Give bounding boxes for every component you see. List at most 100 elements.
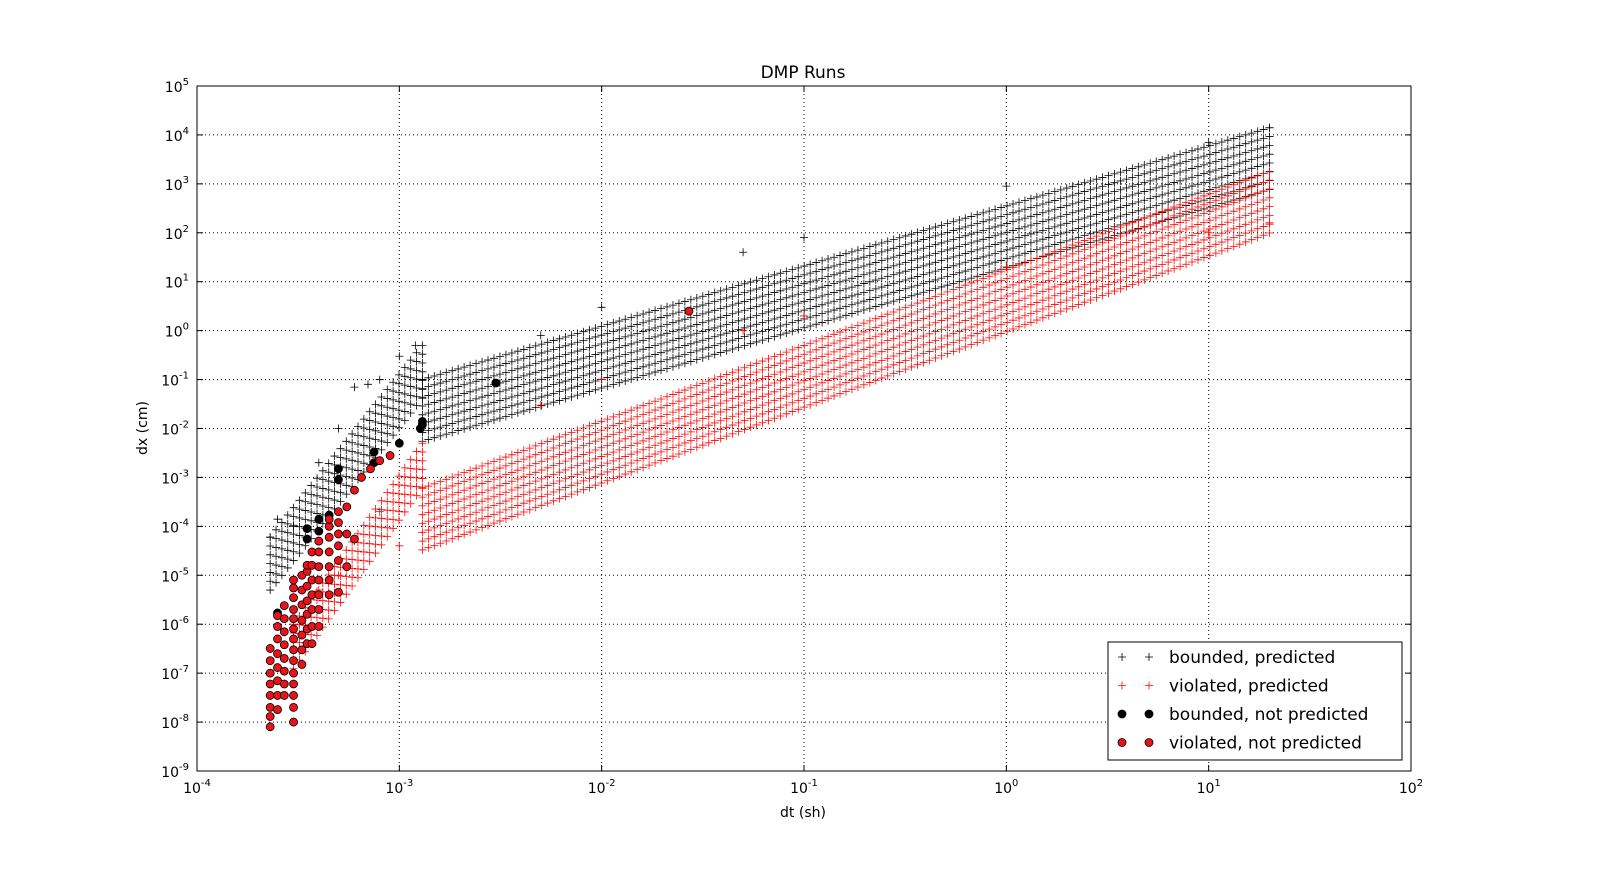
data-point-plus (501, 394, 510, 403)
data-point-plus (639, 428, 648, 437)
data-point-plus (579, 450, 588, 459)
data-point-plus (704, 385, 713, 394)
data-point-plus (406, 464, 415, 473)
data-point-plus (484, 408, 493, 417)
data-point-plus (1176, 185, 1185, 194)
data-point-plus (836, 328, 845, 337)
data-point-plus (871, 284, 880, 293)
data-point-plus (549, 389, 558, 398)
data-point-plus (307, 499, 316, 508)
data-point-plus (704, 343, 713, 352)
data-point-plus (657, 412, 666, 421)
data-point-plus (1188, 258, 1197, 267)
data-point-plus (273, 515, 282, 524)
data-point-plus (436, 512, 445, 521)
data-point-plus (955, 345, 964, 354)
data-point-plus (979, 327, 988, 336)
data-point-plus (418, 358, 427, 367)
data-point-plus (371, 513, 380, 522)
data-point-plus (1026, 212, 1035, 221)
data-point-plus (770, 288, 779, 297)
data-point-plus (336, 444, 345, 453)
data-point-plus (567, 375, 576, 384)
data-point-plus (609, 421, 618, 430)
data-point-plus (1116, 203, 1125, 212)
data-point-plus (472, 490, 481, 499)
data-point-plus (454, 514, 463, 523)
data-point-plus (812, 336, 821, 345)
data-point-plus (883, 246, 892, 255)
data-point-plus (1265, 193, 1274, 202)
data-point-plus (478, 506, 487, 515)
data-point-plus (609, 380, 618, 389)
data-point-plus (758, 309, 767, 318)
data-point-plus (597, 375, 606, 384)
data-point-plus (621, 434, 630, 443)
data-point-plus (406, 490, 415, 499)
data-point-plus (716, 313, 725, 322)
data-point-plus (1116, 231, 1125, 240)
data-point-plus (1116, 267, 1125, 276)
data-point-plus (847, 341, 856, 350)
data-point-plus (907, 238, 916, 247)
data-point-plus (573, 487, 582, 496)
data-point-plus (365, 530, 374, 539)
data-point-plus (585, 352, 594, 361)
data-point-plus (507, 375, 516, 384)
data-point-plus (925, 286, 934, 295)
data-point-plus (1026, 256, 1035, 265)
data-point-plus (272, 543, 281, 552)
data-point-plus (313, 482, 322, 491)
data-point-plus (460, 512, 469, 521)
data-point-plus (961, 334, 970, 343)
data-point-circle (289, 717, 298, 727)
data-point-plus (633, 329, 642, 338)
data-point-plus (865, 360, 874, 369)
data-point-plus (925, 251, 934, 260)
data-point-plus (668, 390, 677, 399)
data-point-plus (961, 240, 970, 249)
data-point-plus (591, 368, 600, 377)
data-point-plus (949, 244, 958, 253)
data-point-circle (350, 485, 359, 495)
data-point-plus (1211, 196, 1220, 205)
data-point-plus (591, 445, 600, 454)
data-point-plus (507, 357, 516, 366)
data-point-plus (979, 336, 988, 345)
data-point-plus (734, 427, 743, 436)
data-point-plus (925, 224, 934, 233)
data-point-plus (1164, 249, 1173, 258)
data-point-plus (913, 263, 922, 272)
data-point-plus (543, 463, 552, 472)
data-point-plus (1199, 244, 1208, 253)
data-point-plus (1164, 231, 1173, 240)
data-point-plus (657, 339, 666, 348)
data-point-plus (430, 515, 439, 524)
data-point-plus (307, 630, 316, 639)
data-point-plus (430, 372, 439, 381)
data-point-plus (597, 417, 606, 426)
data-point-plus (704, 290, 713, 299)
data-point-plus (973, 329, 982, 338)
data-point-plus (841, 334, 850, 343)
data-point-plus (758, 383, 767, 392)
data-point-plus (925, 338, 934, 347)
data-point-plus (313, 474, 322, 483)
data-point-plus (943, 237, 952, 246)
data-point-plus (1241, 139, 1250, 148)
data-point-plus (1056, 194, 1065, 203)
data-point-plus (841, 361, 850, 370)
data-point-plus (448, 428, 457, 437)
data-point-plus (377, 505, 386, 514)
data-point-plus (1140, 240, 1149, 249)
data-point-plus (1182, 225, 1191, 234)
data-point-plus (716, 399, 725, 408)
data-point-plus (424, 409, 433, 418)
data-point-plus (800, 262, 809, 271)
data-point-plus (1009, 280, 1018, 289)
data-point-plus (704, 403, 713, 412)
data-point-plus (686, 419, 695, 428)
data-point-plus (734, 290, 743, 299)
data-point-plus (1032, 289, 1041, 298)
data-point-plus (448, 534, 457, 543)
